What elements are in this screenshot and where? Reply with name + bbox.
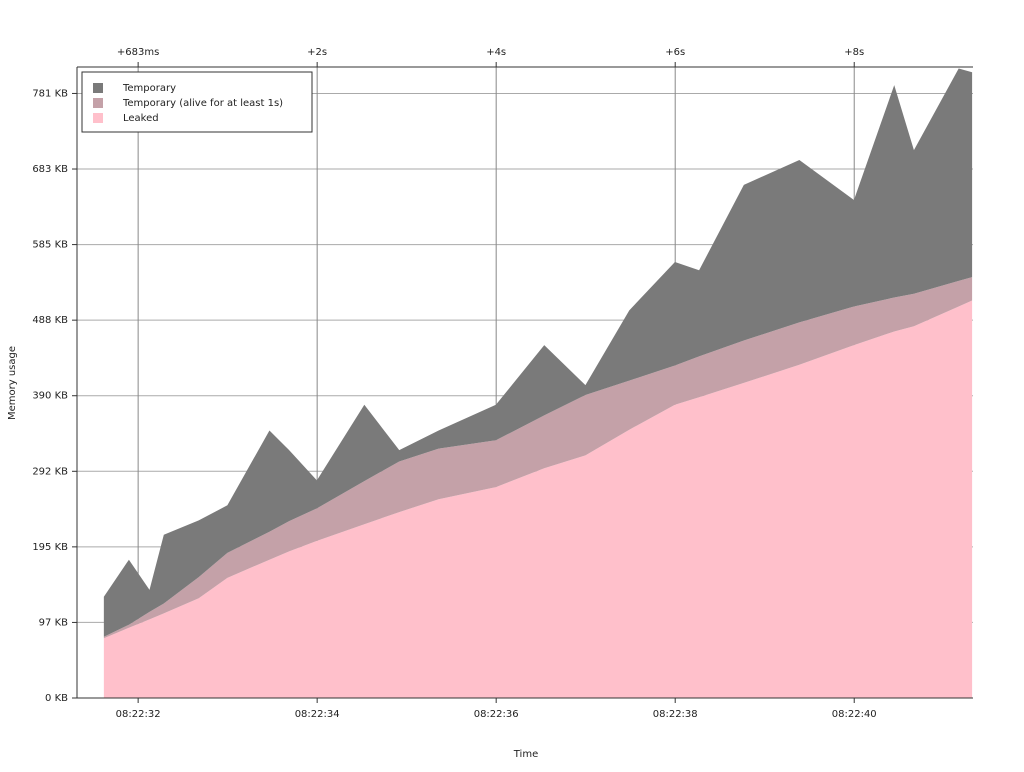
x2-tick-label: +2s bbox=[307, 47, 327, 58]
x2-tick-label: +6s bbox=[665, 47, 685, 58]
x2-tick-label: +4s bbox=[486, 47, 506, 58]
area bbox=[103, 300, 973, 698]
y-tick-label: 195 KB bbox=[32, 542, 68, 553]
legend-label: Temporary (alive for at least 1s) bbox=[122, 98, 283, 109]
y-tick-label: 585 KB bbox=[32, 240, 68, 251]
x2-tick-label: +8s bbox=[844, 47, 864, 58]
y-axis-label: Memory usage bbox=[7, 346, 18, 420]
legend-label: Leaked bbox=[123, 113, 159, 124]
x-tick-label: 08:22:38 bbox=[653, 709, 698, 720]
y-tick-label: 683 KB bbox=[32, 164, 68, 175]
x-tick-label: 08:22:36 bbox=[474, 709, 519, 720]
x-tick-label: 08:22:40 bbox=[832, 709, 877, 720]
y-tick-label: 292 KB bbox=[32, 466, 68, 477]
area bbox=[103, 277, 973, 639]
y-tick-label: 781 KB bbox=[32, 88, 68, 99]
legend-label: Temporary bbox=[122, 83, 176, 94]
x2-tick-label: +683ms bbox=[117, 47, 159, 58]
x-tick-label: 08:22:34 bbox=[295, 709, 340, 720]
area bbox=[103, 68, 973, 637]
legend-swatch bbox=[93, 113, 103, 123]
x-axis-label: Time bbox=[513, 749, 538, 760]
y-tick-label: 97 KB bbox=[39, 617, 68, 628]
legend-swatch bbox=[93, 83, 103, 93]
legend-box bbox=[81, 71, 313, 133]
y-tick-label: 390 KB bbox=[32, 391, 68, 402]
y-tick-label: 488 KB bbox=[32, 315, 68, 326]
legend-swatch bbox=[93, 98, 103, 108]
y-tick-label: 0 KB bbox=[45, 693, 68, 704]
x-tick-label: 08:22:32 bbox=[116, 709, 161, 720]
